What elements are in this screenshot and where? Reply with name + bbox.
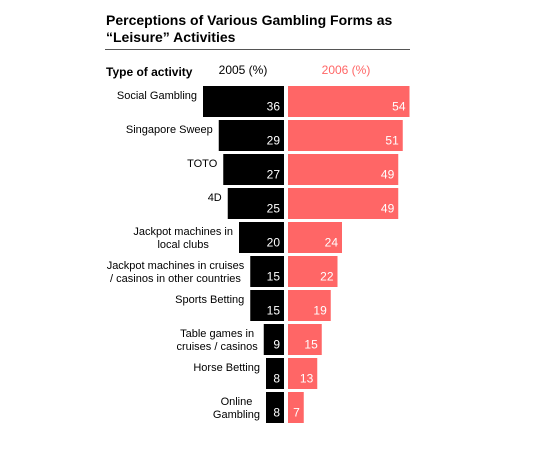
- bar-2006: [288, 256, 338, 287]
- bar-2006: [288, 392, 304, 423]
- bar-2005: [218, 120, 284, 151]
- value-label: 8: [273, 372, 280, 386]
- value-label: 19: [313, 304, 327, 318]
- category-label: Table games in cruises / casinos: [176, 328, 258, 353]
- value-label: 8: [273, 406, 280, 420]
- bar-2006: [288, 290, 331, 321]
- bar-2005: [223, 154, 284, 185]
- value-label: 29: [267, 134, 281, 148]
- bar-2006: [288, 222, 342, 253]
- legend-label: 2006 (%): [322, 63, 371, 77]
- bar-2005: [203, 86, 284, 117]
- bar-2006: [288, 120, 403, 151]
- category-label: 4D: [207, 192, 222, 204]
- value-label: 24: [325, 236, 339, 250]
- bar-2006: [288, 324, 322, 355]
- category-label: Sports Betting: [175, 294, 245, 306]
- legend-label: 2005 (%): [219, 63, 268, 77]
- value-label: 54: [392, 100, 406, 114]
- category-label: Horse Betting: [193, 362, 260, 374]
- category-axis-label: Type of activity: [106, 65, 193, 79]
- value-label: 49: [381, 202, 395, 216]
- bar-2005: [227, 188, 284, 219]
- value-label: 22: [320, 270, 334, 284]
- category-label: TOTO: [187, 158, 218, 170]
- category-label: Jackpot machines in local clubs: [133, 226, 233, 251]
- category-label: Online Gambling: [212, 396, 260, 421]
- bar-2005: [266, 392, 284, 423]
- bar-2006: [288, 188, 399, 219]
- bar-2006: [288, 86, 410, 117]
- value-label: 51: [385, 134, 399, 148]
- value-label: 27: [267, 168, 281, 182]
- bar-2005: [266, 358, 284, 389]
- bar-2006: [288, 358, 318, 389]
- bar-2005: [250, 256, 284, 287]
- value-label: 13: [300, 372, 314, 386]
- bar-2005: [239, 222, 284, 253]
- bar-2005: [250, 290, 284, 321]
- value-label: 36: [267, 100, 281, 114]
- category-label: Jackpot machines in cruises / casinos in…: [106, 260, 245, 285]
- category-label: Singapore Sweep: [125, 124, 213, 136]
- value-label: 15: [267, 304, 281, 318]
- value-label: 20: [267, 236, 281, 250]
- value-label: 7: [293, 406, 300, 420]
- chart-title: Perceptions of Various Gambling Forms as…: [106, 12, 393, 45]
- category-label: Social Gambling: [116, 90, 197, 102]
- value-label: 9: [273, 338, 280, 352]
- bar-2006: [288, 154, 399, 185]
- value-label: 15: [267, 270, 281, 284]
- value-label: 49: [381, 168, 395, 182]
- value-label: 15: [304, 338, 318, 352]
- bar-2005: [263, 324, 284, 355]
- value-label: 25: [267, 202, 281, 216]
- title-rule: [105, 49, 410, 50]
